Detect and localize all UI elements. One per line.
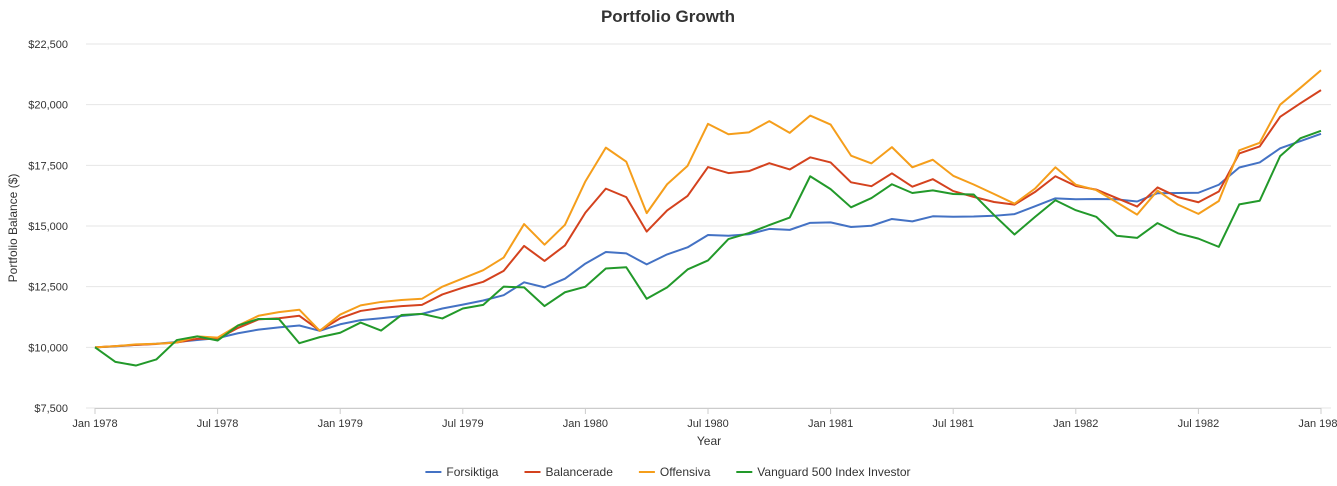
x-tick-label: Jul 1982 (1178, 418, 1220, 430)
x-tick-label: Jul 1979 (442, 418, 484, 430)
y-tick-label: $20,000 (28, 100, 68, 112)
y-tick-label: $12,500 (28, 282, 68, 294)
legend-label: Vanguard 500 Index Investor (757, 465, 910, 479)
x-tick-label: Jul 1981 (932, 418, 974, 430)
series-lines (94, 69, 1322, 367)
chart-title: Portfolio Growth (601, 7, 735, 26)
y-tick-label: $7,500 (34, 403, 68, 415)
y-tick-label: $15,000 (28, 221, 68, 233)
axes: $7,500 $10,000 $12,500 $15,000 $17,500 $20,00… (28, 39, 1337, 430)
y-tick-label: $22,500 (28, 39, 68, 51)
legend-item[interactable]: Vanguard 500 Index Investor (736, 465, 911, 479)
x-tick-label: Jul 1980 (687, 418, 729, 430)
legend-label: Offensiva (660, 465, 711, 479)
legend-label: Forsiktiga (446, 465, 498, 479)
grid-lines (86, 43, 1331, 409)
legend-label: Balancerade (546, 465, 614, 479)
x-tick-label: Jan 1982 (1053, 418, 1098, 430)
x-axis-title: Year (697, 434, 721, 448)
series-line-offensiva[interactable] (94, 69, 1322, 349)
x-tick-label: Jan 1978 (72, 418, 117, 430)
legend-item[interactable]: Offensiva (638, 465, 711, 479)
y-tick-label: $10,000 (28, 342, 68, 354)
x-tick-label: Jan 1980 (563, 418, 608, 430)
legend: Forsiktiga Balancerade Offensiva Vanguard 5… (425, 465, 911, 479)
x-tick-label: Jan 1979 (318, 418, 363, 430)
x-tick-label: Jul 1978 (197, 418, 239, 430)
legend-item[interactable]: Forsiktiga (425, 465, 499, 479)
series-line-vanguard-500-index-investor[interactable] (94, 129, 1322, 367)
y-tick-label: $17,500 (28, 160, 68, 172)
y-axis-title: Portfolio Balance ($) (6, 174, 20, 283)
series-line-balancerade[interactable] (94, 89, 1322, 349)
x-tick-label: Jan 1983 (1298, 418, 1337, 430)
x-tick-label: Jan 1981 (808, 418, 853, 430)
series-line-forsiktiga[interactable] (94, 132, 1322, 349)
legend-item[interactable]: Balancerade (524, 465, 614, 479)
